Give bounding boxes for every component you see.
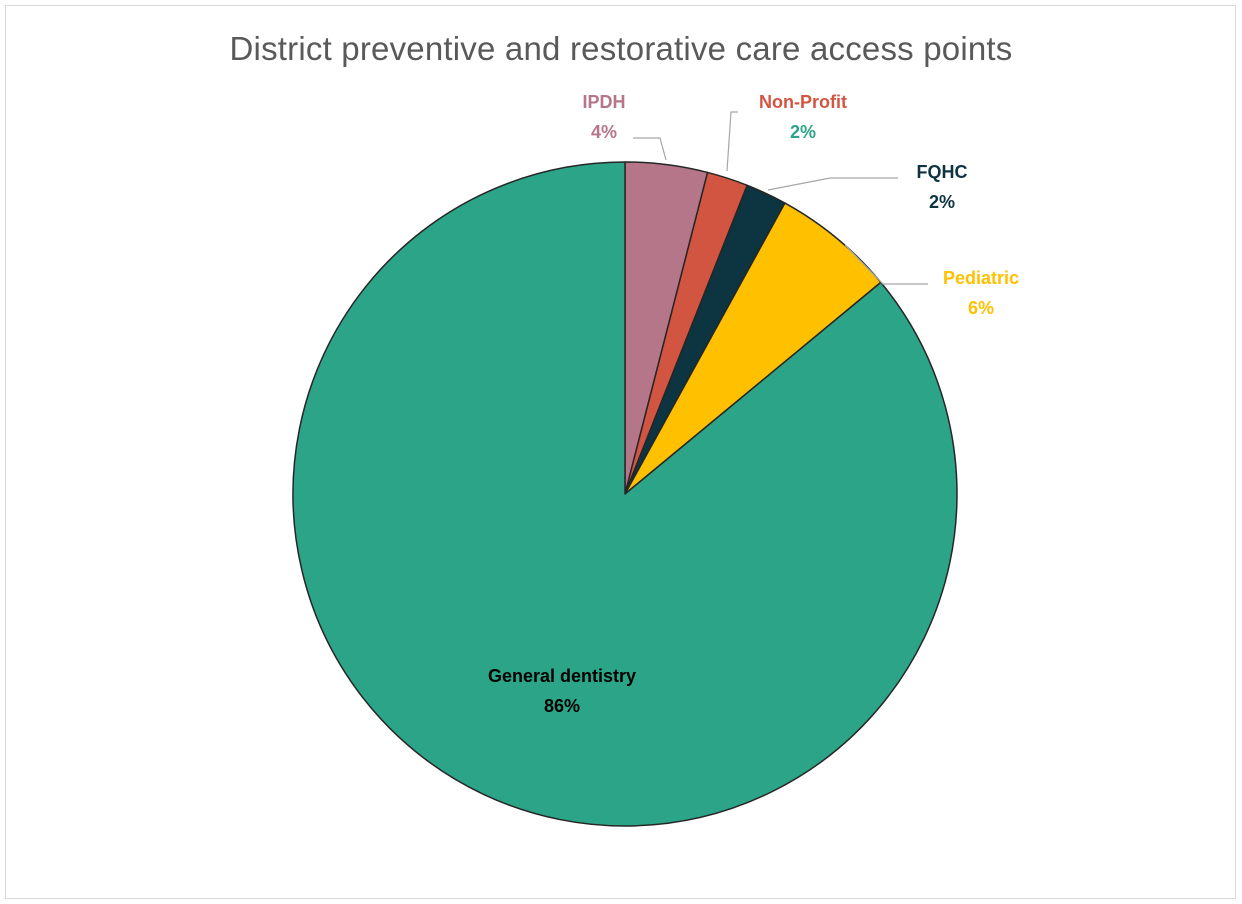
- slice-value-fqhc: 2%: [929, 192, 955, 212]
- chart-title: District preventive and restorative care…: [229, 30, 1013, 67]
- leader-line-non-profit: [726, 111, 738, 172]
- pie-slice-general-dentistry: [292, 161, 958, 827]
- slice-label-general-dentistry: General dentistry: [488, 666, 636, 686]
- slice-value-pediatric: 6%: [968, 298, 994, 318]
- leader-line-fqhc: [767, 177, 898, 191]
- slice-label-pediatric: Pediatric: [943, 268, 1019, 288]
- slice-label-non-profit: Non-Profit: [759, 92, 847, 112]
- slice-value-ipdh: 4%: [591, 122, 617, 142]
- slice-value-non-profit: 2%: [790, 122, 816, 142]
- slice-value-general-dentistry: 86%: [544, 696, 580, 716]
- leader-line-pediatric: [844, 244, 928, 285]
- slice-label-fqhc: FQHC: [917, 162, 968, 182]
- leader-line-ipdh: [633, 137, 667, 161]
- slice-label-ipdh: IPDH: [582, 92, 625, 112]
